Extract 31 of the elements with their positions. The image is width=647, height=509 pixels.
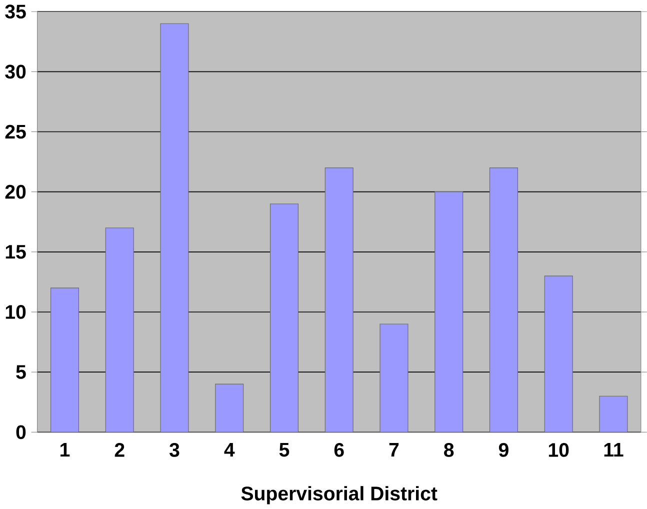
y-tick-label: 25: [5, 124, 26, 139]
bar: [324, 168, 354, 432]
x-tick-label: 4: [224, 443, 235, 457]
x-tick-label: 6: [334, 443, 344, 457]
y-tick-label: 5: [16, 365, 26, 379]
x-tick-label: 1: [60, 443, 70, 457]
bar: [380, 324, 408, 432]
bar: [599, 396, 628, 432]
bar: [270, 204, 298, 432]
x-tick-label: 5: [279, 443, 290, 457]
y-tick-label: 30: [5, 64, 26, 79]
x-tick-label: 8: [444, 443, 454, 457]
y-tick-label: 20: [5, 184, 26, 199]
x-tick-label: 2: [114, 443, 124, 457]
x-tick-label: 10: [548, 443, 569, 457]
y-tick-label: 0: [16, 425, 26, 440]
x-tick-label: 7: [389, 443, 399, 457]
bar: [215, 384, 244, 432]
x-tick-label: 11: [604, 443, 624, 457]
bar: [489, 168, 518, 432]
bar: [105, 228, 134, 432]
bar: [50, 288, 80, 432]
bar: [160, 23, 189, 432]
x-tick-label: 9: [498, 443, 508, 457]
y-tick-label: 15: [6, 245, 26, 259]
y-tick-label: 35: [5, 4, 26, 19]
bar: [544, 276, 573, 432]
y-tick-label: 10: [6, 305, 26, 319]
x-tick-label: 3: [169, 443, 180, 457]
x-axis-title: Supervisorial District: [241, 486, 438, 504]
bar: [434, 192, 464, 432]
